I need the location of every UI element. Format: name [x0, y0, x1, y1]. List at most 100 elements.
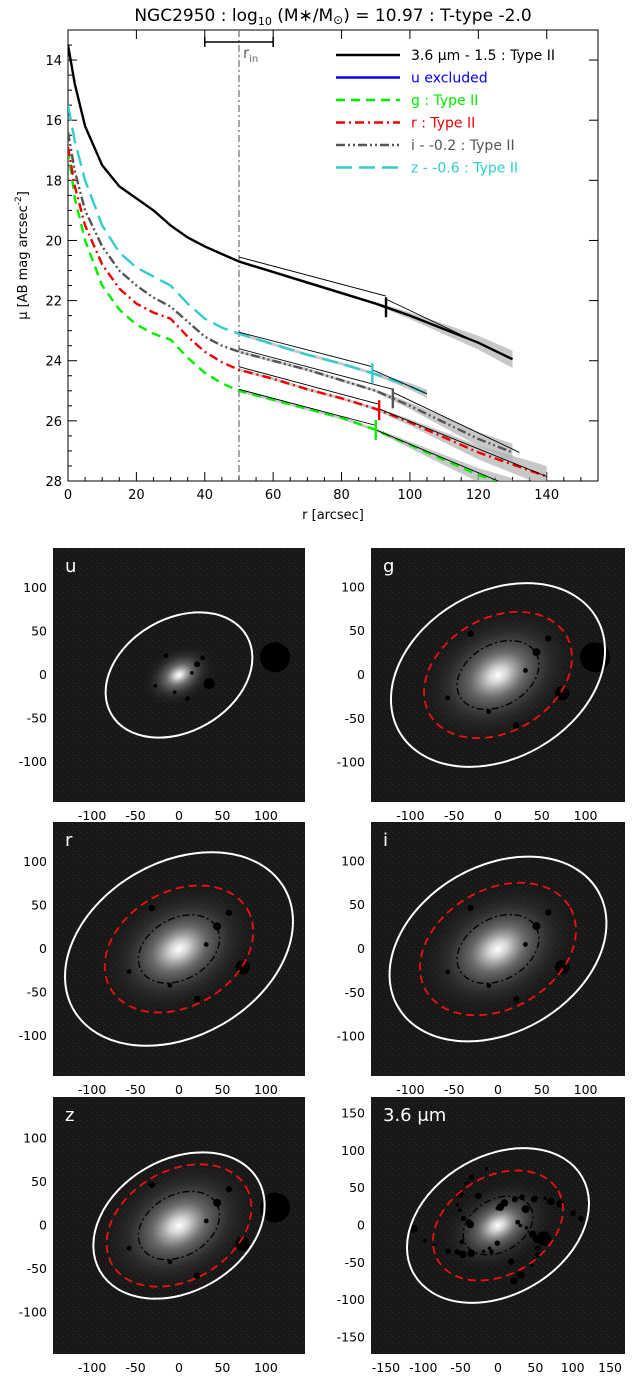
panel-y-tick-label: 100 — [341, 1143, 365, 1158]
y-axis-label: μ [AB mag arcsec-2] — [14, 191, 31, 320]
masked-source — [457, 1208, 462, 1213]
outer-ellipse — [406, 1147, 590, 1304]
y-tick-label: 24 — [45, 355, 62, 370]
masked-source — [172, 690, 177, 695]
masked-source — [535, 1251, 541, 1258]
plot-area — [68, 44, 548, 481]
panel-x-tick-label: -150 — [372, 1360, 400, 1375]
masked-source — [410, 1225, 418, 1233]
image-panel-2: g -100 -50 0 50 100 100 50 0 -50 -100 — [337, 548, 625, 823]
masked-source — [534, 1195, 538, 1200]
panel-y-tick-label: -50 — [345, 985, 365, 1000]
panel-x-tick-label: -100 — [396, 1082, 424, 1097]
masked-source — [185, 696, 191, 702]
break-ellipse — [419, 881, 577, 1017]
panel-y-tick-label: 0 — [39, 941, 47, 956]
image-content — [104, 611, 290, 739]
panel-x-tick-label: 50 — [214, 1082, 230, 1097]
masked-source — [467, 1249, 476, 1258]
image-content — [64, 851, 294, 1047]
masked-source — [532, 648, 541, 657]
outer-ellipse — [389, 582, 607, 768]
panel-label: z — [65, 1105, 74, 1126]
x-tick-label: 120 — [466, 488, 491, 503]
image-panel-1: u -100 -50 0 50 100 100 50 0 -50 -100 — [19, 548, 305, 823]
break-ellipse — [105, 1163, 253, 1288]
y-tick-label: 22 — [45, 295, 62, 310]
masked-source — [193, 995, 201, 1003]
legend-label: g : Type II — [411, 93, 478, 109]
panel-x-tick-label: -100 — [409, 1360, 437, 1375]
legend-label: r : Type II — [411, 116, 475, 132]
masked-source — [459, 1239, 465, 1245]
masked-source — [489, 1249, 494, 1255]
y-tick-label: 18 — [45, 174, 62, 189]
masked-star — [260, 642, 290, 673]
legend-label: z - -0.6 : Type II — [411, 161, 518, 177]
panel-y-tick-label: -100 — [337, 1292, 365, 1307]
y-tick-label: 26 — [45, 415, 62, 430]
masked-source — [532, 922, 541, 931]
masked-source — [468, 1174, 475, 1181]
panel-x-tick-label: 0 — [175, 808, 183, 823]
panel-y-tick-label: 50 — [31, 1174, 47, 1189]
panel-x-tick-label: 0 — [494, 808, 502, 823]
image-content — [389, 582, 610, 768]
masked-source — [200, 655, 206, 661]
masked-source — [454, 1249, 460, 1255]
masked-source — [225, 1185, 233, 1193]
r-in-label: rin — [243, 44, 258, 65]
galaxy-image — [101, 883, 257, 1015]
panel-y-tick-label: -50 — [27, 710, 47, 725]
fit-inner — [238, 331, 373, 368]
masked-source — [203, 942, 209, 947]
series-line — [68, 44, 514, 361]
masked-source — [475, 1192, 482, 1200]
y-tick-label: 16 — [45, 114, 62, 129]
masked-star — [260, 1192, 290, 1223]
image-panel-4: i -100 -50 0 50 100 100 50 0 -50 -100 — [337, 822, 625, 1097]
panel-x-tick-label: 100 — [574, 1082, 598, 1097]
panel-y-tick-label: -50 — [345, 711, 365, 726]
panel-x-tick-label: 100 — [561, 1360, 585, 1375]
panel-x-tick-label: 50 — [214, 1360, 230, 1375]
panel-y-tick-label: 0 — [39, 667, 47, 682]
panel-x-tick-label: -50 — [444, 808, 464, 823]
panel-y-tick-label: 100 — [341, 853, 365, 868]
panel-y-tick-label: 0 — [39, 1218, 47, 1233]
panel-x-tick-label: 0 — [175, 1360, 183, 1375]
panel-y-tick-label: 50 — [31, 898, 47, 913]
masked-source — [545, 635, 552, 642]
panel-y-tick-label: -50 — [27, 1261, 47, 1276]
masked-source — [153, 683, 158, 688]
break-ellipse — [432, 1169, 564, 1282]
profile-plot: NGC2950 : log10 (M∗/M⊙) = 10.97 : T-type… — [14, 6, 599, 523]
panel-x-tick-label: -100 — [396, 808, 424, 823]
panel-x-tick-label: 50 — [527, 1360, 543, 1375]
panel-y-tick-label: 50 — [31, 624, 47, 639]
panel-y-tick-label: 50 — [349, 623, 365, 638]
panel-x-tick-label: -50 — [450, 1360, 470, 1375]
y-tick-label: 28 — [45, 475, 62, 490]
panel-x-tick-label: 50 — [534, 808, 550, 823]
masked-source — [534, 1245, 541, 1252]
panel-label: u — [65, 556, 76, 577]
masked-star — [580, 642, 610, 673]
chart-title: NGC2950 : log10 (M∗/M⊙) = 10.97 : T-type… — [134, 6, 531, 28]
panel-x-tick-label: -50 — [125, 1360, 145, 1375]
masked-source — [518, 1223, 523, 1228]
galaxy-image — [101, 1159, 257, 1292]
masked-source — [467, 904, 474, 912]
masked-source — [445, 1248, 451, 1255]
panel-y-tick-label: -150 — [337, 1330, 365, 1345]
panel-y-tick-label: -100 — [337, 1029, 365, 1044]
masked-source — [487, 1246, 492, 1251]
fit-outer — [372, 369, 428, 395]
masked-source — [167, 982, 173, 988]
panel-y-tick-label: 100 — [23, 854, 47, 869]
x-tick-label: 60 — [265, 488, 282, 503]
masked-source — [494, 1240, 501, 1247]
x-tick-label: 140 — [534, 488, 559, 503]
x-axis-label: r [arcsec] — [302, 508, 364, 523]
masked-source — [167, 1259, 173, 1265]
